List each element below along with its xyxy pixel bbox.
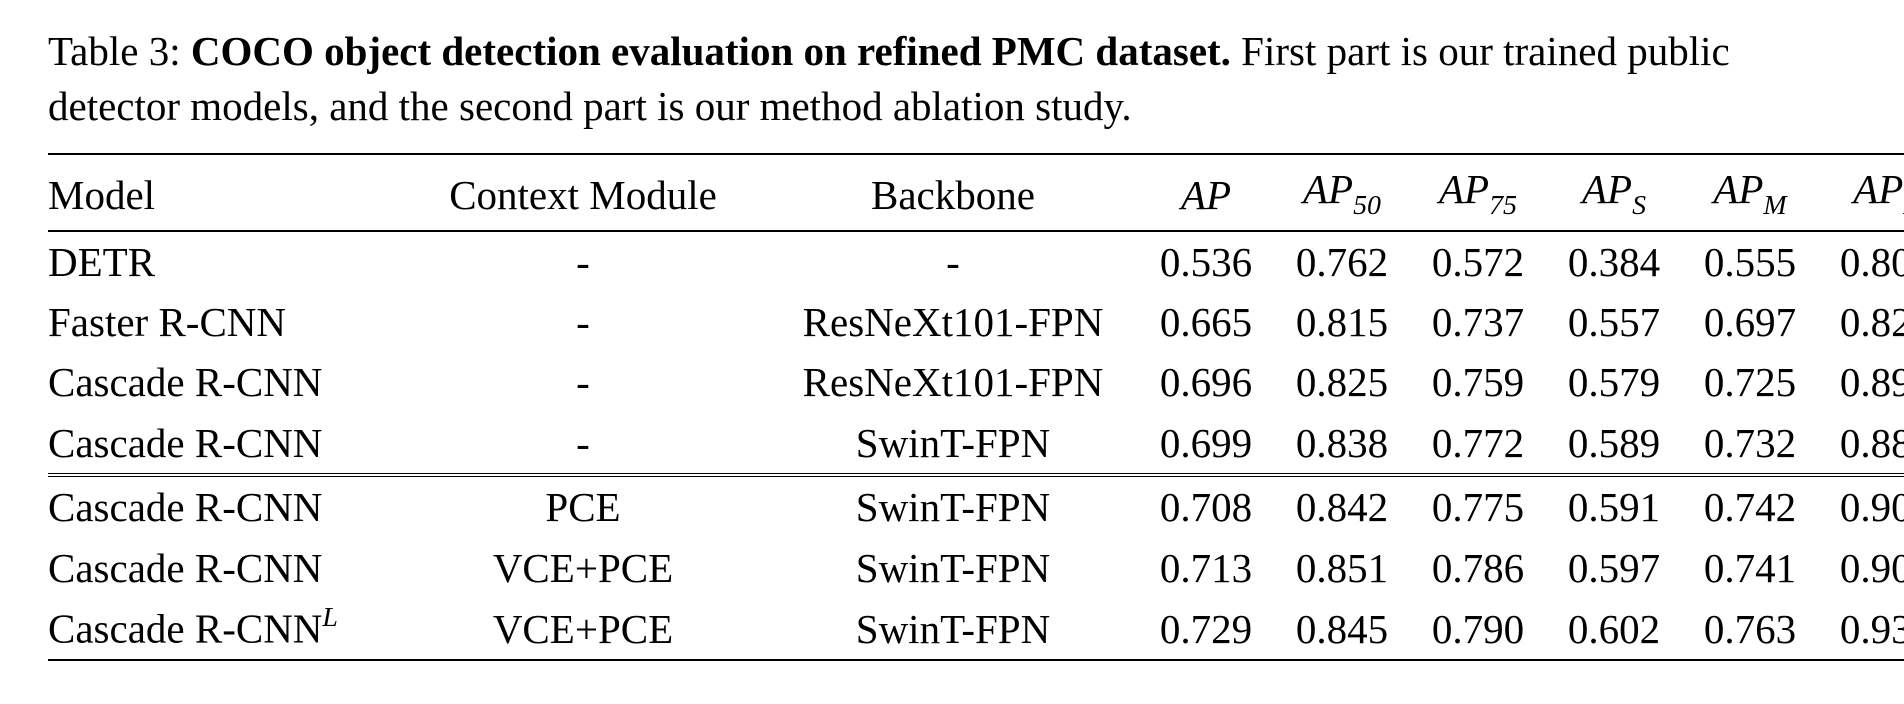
- table-header: Model Context Module Backbone AP AP50 AP…: [48, 154, 1904, 231]
- cell-context: -: [398, 231, 768, 292]
- col-header-ap50: AP50: [1274, 154, 1410, 231]
- caption-label: Table 3:: [48, 28, 191, 74]
- cell-ap: 0.696: [1138, 352, 1274, 412]
- cell-ap50: 0.825: [1274, 352, 1410, 412]
- cell-ap: 0.699: [1138, 413, 1274, 475]
- cell-ap50: 0.845: [1274, 598, 1410, 660]
- cell-aps: 0.591: [1546, 475, 1682, 537]
- col-header-ap75: AP75: [1410, 154, 1546, 231]
- cell-ap75: 0.775: [1410, 475, 1546, 537]
- col-header-apl: APL: [1818, 154, 1904, 231]
- cell-context: -: [398, 413, 768, 475]
- cell-context: -: [398, 292, 768, 352]
- cell-context: -: [398, 352, 768, 412]
- cell-ap75: 0.786: [1410, 538, 1546, 598]
- cell-apl: 0.903: [1818, 475, 1904, 537]
- cell-ap75: 0.772: [1410, 413, 1546, 475]
- table-row: Cascade R-CNNLVCE+PCESwinT-FPN0.7290.845…: [48, 598, 1904, 660]
- cell-aps: 0.597: [1546, 538, 1682, 598]
- cell-ap: 0.729: [1138, 598, 1274, 660]
- cell-backbone: SwinT-FPN: [768, 413, 1138, 475]
- cell-apm: 0.763: [1682, 598, 1818, 660]
- col-header-model: Model: [48, 154, 398, 231]
- table-figure: Table 3: COCO object detection evaluatio…: [0, 0, 1904, 704]
- cell-ap: 0.665: [1138, 292, 1274, 352]
- cell-apl: 0.899: [1818, 352, 1904, 412]
- cell-backbone: SwinT-FPN: [768, 475, 1138, 537]
- cell-ap75: 0.572: [1410, 231, 1546, 292]
- col-header-apm: APM: [1682, 154, 1818, 231]
- cell-context: VCE+PCE: [398, 598, 768, 660]
- table-row: Faster R-CNN-ResNeXt101-FPN0.6650.8150.7…: [48, 292, 1904, 352]
- cell-model: Cascade R-CNN: [48, 475, 398, 537]
- cell-apm: 0.555: [1682, 231, 1818, 292]
- cell-context: VCE+PCE: [398, 538, 768, 598]
- cell-ap50: 0.838: [1274, 413, 1410, 475]
- cell-apm: 0.732: [1682, 413, 1818, 475]
- table-caption: Table 3: COCO object detection evaluatio…: [48, 24, 1856, 135]
- table-row: Cascade R-CNNVCE+PCESwinT-FPN0.7130.8510…: [48, 538, 1904, 598]
- cell-ap: 0.713: [1138, 538, 1274, 598]
- cell-apm: 0.742: [1682, 475, 1818, 537]
- cell-apl: 0.827: [1818, 292, 1904, 352]
- cell-backbone: ResNeXt101-FPN: [768, 292, 1138, 352]
- cell-apl: 0.809: [1818, 231, 1904, 292]
- cell-aps: 0.589: [1546, 413, 1682, 475]
- cell-apl: 0.909: [1818, 538, 1904, 598]
- table-body: DETR--0.5360.7620.5720.3840.5550.809Fast…: [48, 231, 1904, 661]
- table-row: Cascade R-CNNPCESwinT-FPN0.7080.8420.775…: [48, 475, 1904, 537]
- cell-backbone: -: [768, 231, 1138, 292]
- cell-ap: 0.708: [1138, 475, 1274, 537]
- cell-ap50: 0.815: [1274, 292, 1410, 352]
- cell-ap50: 0.851: [1274, 538, 1410, 598]
- cell-apm: 0.725: [1682, 352, 1818, 412]
- cell-apl: 0.939: [1818, 598, 1904, 660]
- cell-backbone: SwinT-FPN: [768, 538, 1138, 598]
- cell-aps: 0.557: [1546, 292, 1682, 352]
- cell-ap50: 0.762: [1274, 231, 1410, 292]
- cell-apl: 0.885: [1818, 413, 1904, 475]
- cell-apm: 0.697: [1682, 292, 1818, 352]
- cell-context: PCE: [398, 475, 768, 537]
- cell-ap50: 0.842: [1274, 475, 1410, 537]
- cell-apm: 0.741: [1682, 538, 1818, 598]
- col-header-ap: AP: [1138, 154, 1274, 231]
- caption-title: COCO object detection evaluation on refi…: [191, 28, 1231, 74]
- cell-ap: 0.536: [1138, 231, 1274, 292]
- table-row: Cascade R-CNN-ResNeXt101-FPN0.6960.8250.…: [48, 352, 1904, 412]
- cell-ap75: 0.759: [1410, 352, 1546, 412]
- cell-model: Cascade R-CNN: [48, 413, 398, 475]
- results-table: Model Context Module Backbone AP AP50 AP…: [48, 153, 1904, 662]
- col-header-backbone: Backbone: [768, 154, 1138, 231]
- cell-aps: 0.579: [1546, 352, 1682, 412]
- col-header-aps: APS: [1546, 154, 1682, 231]
- cell-ap75: 0.737: [1410, 292, 1546, 352]
- cell-model: DETR: [48, 231, 398, 292]
- cell-model: Cascade R-CNN: [48, 352, 398, 412]
- table-row: Cascade R-CNN-SwinT-FPN0.6990.8380.7720.…: [48, 413, 1904, 475]
- cell-backbone: ResNeXt101-FPN: [768, 352, 1138, 412]
- cell-backbone: SwinT-FPN: [768, 598, 1138, 660]
- col-header-context: Context Module: [398, 154, 768, 231]
- cell-aps: 0.602: [1546, 598, 1682, 660]
- cell-model: Cascade R-CNNL: [48, 598, 398, 660]
- cell-aps: 0.384: [1546, 231, 1682, 292]
- cell-model: Cascade R-CNN: [48, 538, 398, 598]
- cell-model: Faster R-CNN: [48, 292, 398, 352]
- table-row: DETR--0.5360.7620.5720.3840.5550.809: [48, 231, 1904, 292]
- cell-ap75: 0.790: [1410, 598, 1546, 660]
